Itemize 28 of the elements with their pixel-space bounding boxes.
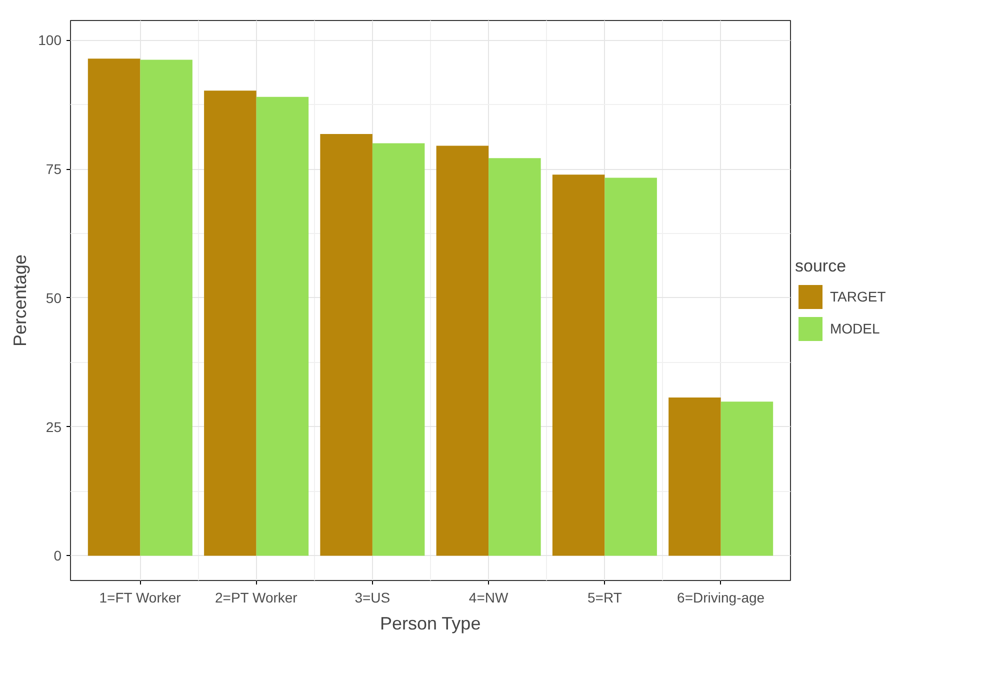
y-tick-label: 75 <box>46 161 62 178</box>
x-tick-label: 4=NW <box>468 590 509 606</box>
x-tick-label: 6=Driving-age <box>677 590 765 606</box>
y-axis-title: Percentage <box>10 254 30 347</box>
legend-label: MODEL <box>830 320 880 336</box>
bar <box>668 397 721 556</box>
y-tick-label: 0 <box>54 548 62 564</box>
bar <box>720 402 774 556</box>
y-tick-label: 50 <box>46 290 62 306</box>
y-tick-label: 100 <box>38 32 62 48</box>
legend-title: source <box>795 256 848 276</box>
bar <box>256 96 309 556</box>
legend-label: TARGET <box>830 288 886 304</box>
y-tick-label: 25 <box>46 418 62 435</box>
bar <box>372 143 425 556</box>
x-axis-title: Person Type <box>380 614 481 634</box>
bar <box>88 58 140 556</box>
bar <box>436 146 489 556</box>
bar <box>552 174 605 556</box>
bar <box>488 158 541 556</box>
x-tick-label: 2=PT Worker <box>215 590 298 606</box>
x-tick-label: 1=FT Worker <box>99 590 182 606</box>
bar <box>204 90 256 556</box>
bar <box>140 60 192 556</box>
bar <box>604 178 657 556</box>
bar <box>320 134 372 556</box>
x-tick-label: 5=RT <box>588 590 622 606</box>
x-tick-label: 3=US <box>354 590 390 606</box>
